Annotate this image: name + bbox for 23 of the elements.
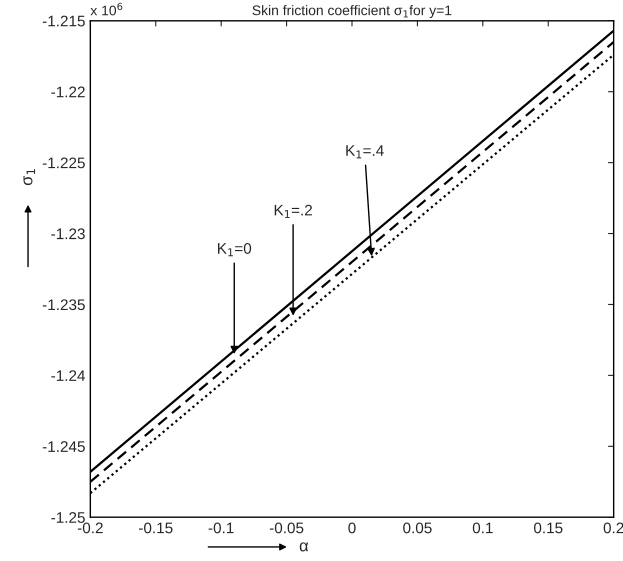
y-tick-label: -1.225 bbox=[42, 157, 85, 168]
x-tick-label: 0.15 bbox=[534, 522, 562, 534]
annotation: K$_{1}$=.4 bbox=[346, 145, 384, 158]
y-axis-title: σ$_{1}$ bbox=[24, 169, 36, 186]
x-tick-label: -0.15 bbox=[139, 522, 173, 534]
y-tick-label: -1.235 bbox=[42, 299, 85, 310]
x-tick-label: 0.1 bbox=[472, 522, 493, 534]
y-tick-label: -1.22 bbox=[51, 86, 85, 98]
x-tick-label: -0.1 bbox=[208, 522, 234, 534]
y-tick-label: -1.215 bbox=[42, 16, 85, 26]
x-tick-label: 0 bbox=[348, 522, 356, 534]
annotation: K$_{1}$=.2 bbox=[274, 204, 312, 218]
x-axis-title: α bbox=[300, 542, 308, 552]
y-tick-label: -1.23 bbox=[51, 228, 85, 240]
y-tick-label: -1.25 bbox=[51, 512, 85, 523]
text: x 10$^{6}$ bbox=[90, 2, 122, 16]
chart-title: Skin friction coefficient σ$_{1}$for y=1 bbox=[252, 5, 452, 18]
y-tick-label: -1.24 bbox=[51, 370, 86, 381]
y-tick-label: -1.245 bbox=[42, 441, 85, 452]
x-tick-label: -0.2 bbox=[78, 522, 103, 534]
x-tick-label: -0.05 bbox=[270, 522, 304, 534]
annotation: K$_{1}$=0 bbox=[218, 243, 252, 256]
x-tick-label: 0.05 bbox=[403, 522, 432, 534]
